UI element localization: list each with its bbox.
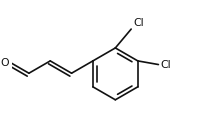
Text: Cl: Cl: [133, 18, 144, 28]
Text: Cl: Cl: [160, 60, 171, 70]
Text: O: O: [0, 58, 9, 68]
